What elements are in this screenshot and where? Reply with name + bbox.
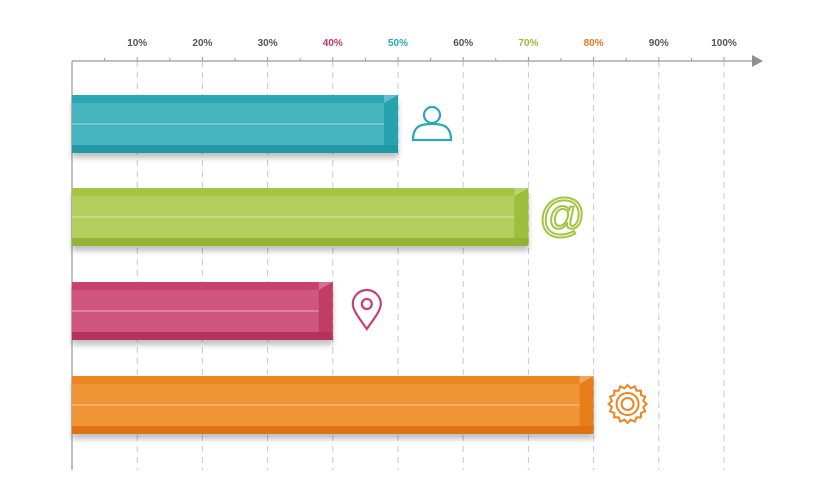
bar-end-highlight [579, 376, 594, 384]
bar-end-cap [318, 282, 333, 340]
bar-end-cap [514, 188, 529, 246]
gear-icon [607, 383, 649, 425]
user-icon [411, 105, 453, 142]
bar-end-cap [384, 95, 398, 153]
bar-sheen [72, 216, 515, 218]
bar-bottom-bevel [72, 426, 594, 434]
tick-label: 40% [323, 38, 343, 49]
bar [72, 282, 333, 340]
bar-bottom-bevel [72, 332, 333, 340]
tick-label: 30% [258, 38, 278, 49]
bar-end-highlight [384, 95, 398, 103]
tick-label: 70% [518, 38, 538, 49]
bar [72, 95, 398, 153]
bar-end-highlight [318, 282, 333, 290]
bar-sheen [72, 310, 319, 312]
tick-label: 10% [127, 38, 147, 49]
tick-label: 90% [649, 38, 669, 49]
bar-bottom-bevel [72, 238, 529, 246]
bar-end-cap [579, 376, 594, 434]
bar [72, 376, 594, 434]
tick-label: 80% [584, 38, 604, 49]
location-pin-icon [351, 288, 382, 331]
tick-label: 100% [711, 38, 737, 49]
bars [72, 95, 594, 434]
bar-sheen [72, 404, 580, 406]
tick-label: 60% [453, 38, 473, 49]
tick-label: 20% [192, 38, 212, 49]
bar-end-highlight [514, 188, 529, 196]
at-sign-icon: @ [539, 189, 586, 241]
bar-icons: @ [351, 105, 649, 425]
x-axis-arrow [752, 55, 763, 67]
bar-bottom-bevel [72, 145, 398, 153]
bar-sheen [72, 123, 384, 125]
bar [72, 188, 529, 246]
tick-label: 50% [388, 38, 408, 49]
